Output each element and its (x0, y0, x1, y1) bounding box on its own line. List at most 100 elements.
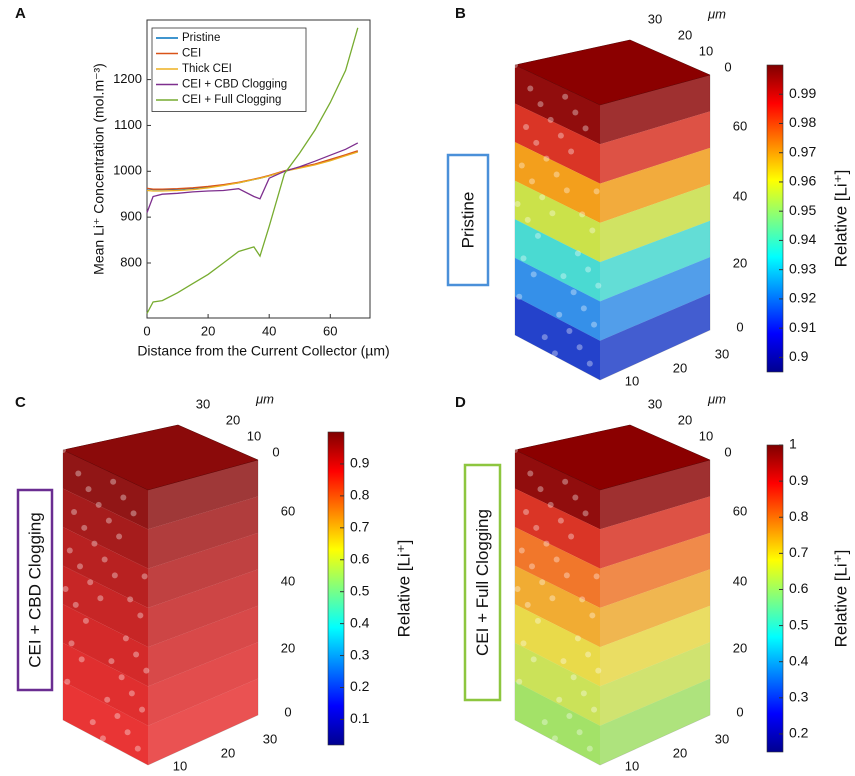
pore (537, 101, 544, 108)
colorbar-tick-label: 0.7 (789, 544, 809, 560)
pore (570, 674, 577, 681)
axis-tick-label: 20 (281, 640, 295, 655)
axis-tick-label: 40 (733, 573, 747, 588)
pore (560, 273, 567, 280)
pore (551, 735, 558, 742)
volume-layer (148, 569, 258, 648)
axis-tick-label: 10 (247, 428, 261, 443)
pore (556, 311, 563, 318)
axis-tick-label: 0 (724, 59, 731, 74)
colorbar-tick-label: 0.9 (789, 348, 809, 364)
colorbar-tick-label: 0.9 (350, 455, 370, 471)
pore (585, 651, 592, 658)
pore (95, 501, 102, 508)
axis-tick-label: 10 (173, 758, 187, 773)
pore (556, 696, 563, 703)
colorbar-tick-label: 0.5 (789, 616, 809, 632)
axis-tick-label: 0 (272, 444, 279, 459)
colorbar-tick-label: 0.8 (789, 508, 809, 524)
pore (539, 194, 546, 201)
pore (585, 266, 592, 273)
pore (116, 533, 123, 540)
pore (562, 478, 569, 485)
pore (66, 547, 73, 554)
label-box (446, 153, 490, 287)
axis-tick-label: 0 (736, 319, 743, 334)
pore (579, 211, 586, 218)
pore (518, 162, 525, 169)
pore (120, 494, 127, 501)
volume-layer (515, 488, 600, 569)
pore (563, 572, 570, 579)
pore (78, 656, 85, 663)
pore (574, 635, 581, 642)
pore (97, 595, 104, 602)
colorbar (766, 444, 784, 753)
colorbar-tick-label: 0.92 (789, 290, 816, 306)
pore (91, 540, 98, 547)
pore (533, 139, 540, 146)
volume-layer (148, 605, 258, 687)
pore (580, 305, 587, 312)
pore (582, 510, 589, 517)
volume-layer (515, 681, 600, 765)
colorbar-tick-label: 0.6 (789, 580, 809, 596)
volume-layer (515, 527, 600, 608)
axis-tick-label: 20 (221, 745, 235, 760)
volume-layer (515, 450, 600, 530)
pore (124, 729, 131, 736)
axis-tick-label: 20 (226, 412, 240, 427)
pore (68, 640, 75, 647)
axis-tick-label: 0 (724, 444, 731, 459)
colorbar-tick-label: 0.96 (789, 173, 816, 189)
pore (516, 293, 523, 300)
pore (547, 116, 554, 123)
colorbar-tick-label: 0.4 (350, 614, 370, 630)
axis-tick-label: 20 (678, 27, 692, 42)
colorbar-tick-label: 0.91 (789, 319, 816, 335)
axis-tick-label: 10 (625, 758, 639, 773)
pore (75, 470, 82, 477)
volume-layer (63, 565, 148, 648)
label-box (463, 463, 502, 702)
volume-layer (515, 142, 600, 223)
volume-layer (515, 565, 600, 648)
pore (543, 155, 550, 162)
colorbar-tick-label: 0.99 (789, 85, 816, 101)
volume-label: CEI + CBD Clogging (25, 512, 44, 667)
pore (127, 596, 134, 603)
pore (518, 547, 525, 554)
pore (589, 612, 596, 619)
legend-label: CEI + CBD Clogging (182, 79, 287, 91)
pore (60, 447, 66, 453)
pore (563, 187, 570, 194)
panel-letter: B (455, 5, 466, 22)
pore (512, 62, 518, 68)
pore (523, 509, 530, 516)
axis-tick-label: 10 (699, 43, 713, 58)
pore (87, 579, 94, 586)
pore (64, 678, 71, 685)
colorbar-tick-label: 0.93 (789, 260, 816, 276)
axis-tick-label: 60 (733, 503, 747, 518)
pore (593, 573, 600, 580)
label-box (16, 488, 54, 692)
pore (562, 93, 569, 100)
colorbar-tick-label: 0.2 (350, 678, 370, 694)
volume-layer (600, 678, 710, 765)
axis-tick-label: 30 (263, 731, 277, 746)
axis-tick-label: 40 (733, 188, 747, 203)
pore (118, 674, 125, 681)
line-series (146, 27, 359, 314)
volume-panel (60, 424, 259, 766)
volume-layer (63, 527, 148, 608)
pore (572, 109, 579, 116)
pore (137, 612, 144, 619)
axis-unit: μm (707, 6, 726, 21)
pore (551, 350, 558, 357)
volume-top (514, 424, 711, 491)
pore (530, 271, 537, 278)
pore (143, 667, 150, 674)
volume-layer (63, 604, 148, 687)
colorbar-tick-label: 0.9 (789, 472, 809, 488)
